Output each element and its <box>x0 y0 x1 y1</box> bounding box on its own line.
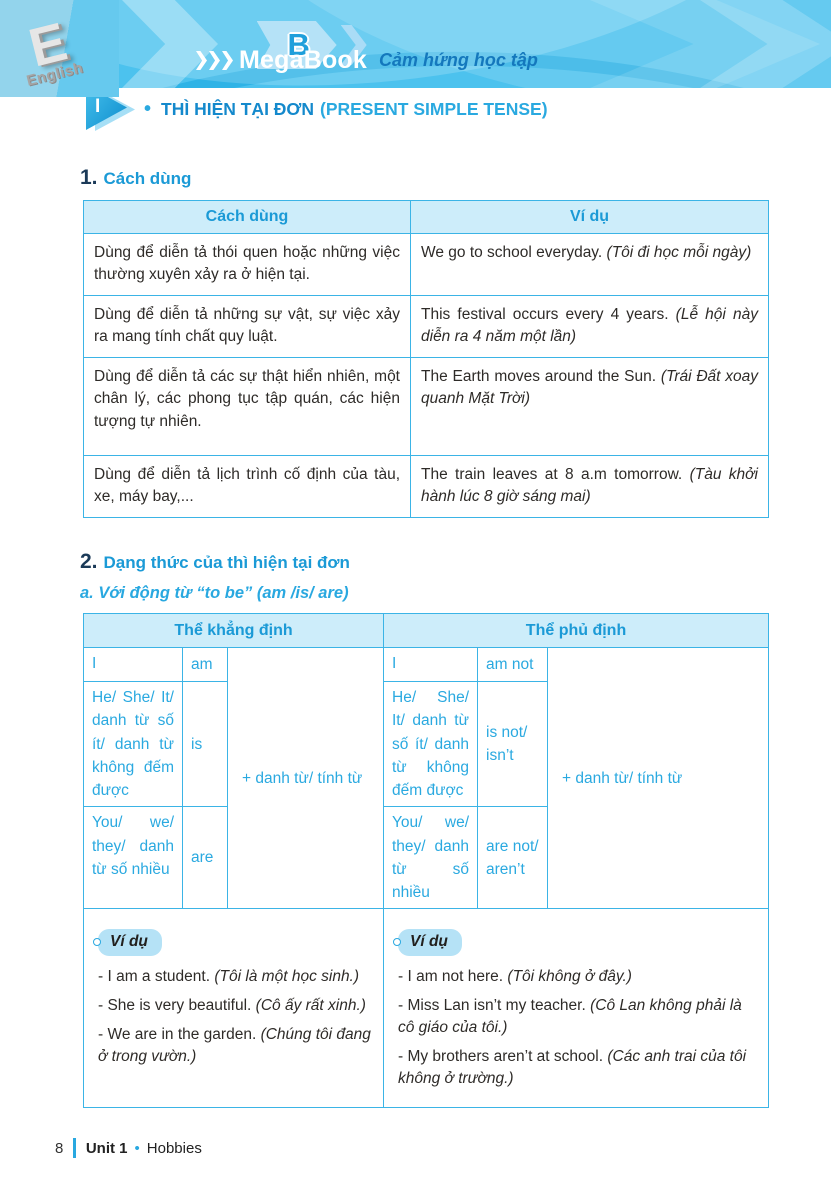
subject-cell: I <box>83 647 183 682</box>
usage-cell: Dùng để diễn tả lịch trình cố định của t… <box>83 455 411 518</box>
footer-topic: Hobbies <box>146 1139 202 1157</box>
usage-cell: Dùng để diễn tả thói quen hoặc những việ… <box>83 233 411 296</box>
example-translation: (Cô ấy rất xinh.) <box>255 996 366 1014</box>
table-row: Dùng để diễn tả lịch trình cố định của t… <box>83 455 769 518</box>
table-header-row: Cách dùng Ví dụ <box>83 200 769 234</box>
verb-cell: are <box>182 806 228 910</box>
example-badge: Ví dụ <box>98 929 162 956</box>
example-badge-label: Ví dụ <box>98 929 162 956</box>
table-row: Dùng để diễn tả thói quen hoặc những việ… <box>83 233 769 296</box>
megabook-logo: MegaBook Cảm hứng học tập <box>196 46 538 75</box>
verb-cell: am not <box>477 647 548 682</box>
section2-title: Dạng thức của thì hiện tại đơn <box>103 553 350 572</box>
english-series-logo: E English <box>0 0 119 97</box>
examples-row: Ví dụ - I am a student. (Tôi là một học … <box>83 908 770 1108</box>
example-line: - Miss Lan isn’t my teacher. (Cô Lan khô… <box>398 995 756 1039</box>
example-badge-label: Ví dụ <box>398 929 462 956</box>
triple-chevron-icon <box>222 51 233 70</box>
example-translation: (Tôi không ở đây.) <box>507 967 632 985</box>
complement-cell: + danh từ/ tính từ <box>546 646 770 910</box>
example-translation: (Các anh trai của tôi không ở trường.) <box>398 1047 747 1087</box>
subject-cell: You/ we/ they/ danh từ số nhiều <box>383 806 478 910</box>
verb-cell: am <box>182 647 228 682</box>
lesson-heading: I • THÌ HIỆN TẠI ĐƠN (PRESENT SIMPLE TEN… <box>86 84 831 134</box>
example-english: - I am a student. <box>98 967 210 985</box>
usage-table: Cách dùng Ví dụ Dùng để diễn tả thói que… <box>83 200 769 518</box>
example-english: This festival occurs every 4 years. <box>421 306 669 323</box>
example-line: - She is very beautiful. (Cô ấy rất xinh… <box>98 995 371 1017</box>
example-english: - My brothers aren’t at school. <box>398 1047 604 1065</box>
example-english: - She is very beautiful. <box>98 996 252 1014</box>
verb-cell: is <box>182 680 228 808</box>
brand-tagline: Cảm hứng học tập <box>379 50 538 70</box>
example-cell: We go to school everyday. (Tôi đi học mỗ… <box>410 233 769 296</box>
section2-subheading: a. Với động từ “to be” (am /is/ are) <box>80 584 349 602</box>
lesson-subtitle: (PRESENT SIMPLE TENSE) <box>320 98 548 119</box>
table-row: He/ She/ It/ danh từ số ít/ danh từ khôn… <box>83 680 769 808</box>
subject-cell: He/ She/ It/ danh từ số ít/ danh từ khôn… <box>83 680 183 808</box>
brand-name: MegaBook <box>239 46 368 74</box>
verb-cell: is not/ isn’t <box>477 680 548 808</box>
page-footer: 8 Unit 1 • Hobbies <box>55 1138 202 1158</box>
lesson-title: THÌ HIỆN TẠI ĐƠN <box>161 98 314 119</box>
example-line: - I am a student. (Tôi là một học sinh.) <box>98 966 371 988</box>
example-english: We go to school everyday. <box>421 244 603 261</box>
example-line: - We are in the garden. (Chúng tôi đang … <box>98 1024 371 1068</box>
example-cell: The Earth moves around the Sun. (Trái Đấ… <box>410 357 769 456</box>
complement-cell: + danh từ/ tính từ <box>227 646 384 910</box>
usage-cell: Dùng để diễn tả các sự thật hiển nhiên, … <box>83 357 411 456</box>
example-line: - My brothers aren’t at school. (Các anh… <box>398 1046 756 1090</box>
example-english: - Miss Lan isn’t my teacher. <box>398 996 586 1014</box>
example-translation: (Tôi là một học sinh.) <box>214 967 360 985</box>
bullet-icon: • <box>134 1139 140 1157</box>
example-translation: (Chúng tôi đang ở trong vườn.) <box>98 1025 371 1065</box>
subject-cell: He/ She/ It/ danh từ số ít/ danh từ khôn… <box>383 680 478 808</box>
example-badge: Ví dụ <box>398 929 462 956</box>
page-number: 8 <box>55 1139 64 1157</box>
section2-number: 2. <box>80 550 98 573</box>
subject-cell: I <box>383 647 478 682</box>
section2-heading: 2. Dạng thức của thì hiện tại đơn <box>80 550 831 574</box>
example-english: The Earth moves around the Sun. <box>421 368 657 385</box>
triple-chevron-icon <box>196 51 207 70</box>
example-translation: (Lễ hội này diễn ra 4 năm một lần) <box>421 306 758 346</box>
vertical-bar-icon <box>73 1138 76 1158</box>
section1-title: Cách dùng <box>103 169 192 188</box>
verb-cell: are not/ aren’t <box>477 806 548 910</box>
affirmative-header: Thể khẳng định <box>83 613 384 648</box>
example-english: - We are in the garden. <box>98 1025 257 1043</box>
example-cell: This festival occurs every 4 years. (Lễ … <box>410 295 769 358</box>
example-translation: (Tôi đi học mỗi ngày) <box>606 244 752 261</box>
example-translation: (Cô Lan không phải là cô giáo của tôi.) <box>398 996 742 1036</box>
example-translation: (Tàu khởi hành lúc 8 giờ sáng mai) <box>421 466 758 506</box>
table-row: Dùng để diễn tả các sự thật hiển nhiên, … <box>83 357 769 456</box>
table-header-row: Thể khẳng định Thể phủ định <box>83 613 770 648</box>
page-header-banner: MegaBook Cảm hứng học tập <box>0 0 831 88</box>
negative-header: Thể phủ định <box>382 613 770 648</box>
triple-chevron-icon <box>209 51 220 70</box>
footer-unit: Unit 1 <box>85 1139 128 1157</box>
lesson-number: I <box>95 96 101 117</box>
subject-cell: You/ we/ they/ danh từ số nhiều <box>83 806 183 910</box>
example-cell: The train leaves at 8 a.m tomorrow. (Tàu… <box>410 455 769 518</box>
section1-heading: 1. Cách dùng <box>80 166 831 190</box>
example-line: - I am not here. (Tôi không ở đây.) <box>398 966 756 988</box>
example-english: The train leaves at 8 a.m tomorrow. <box>421 466 683 483</box>
column-header-usage: Cách dùng <box>83 200 411 234</box>
table-row: I am + danh từ/ tính từ I am not + danh … <box>83 646 770 910</box>
example-english: - I am not here. <box>398 967 504 985</box>
section1-number: 1. <box>80 166 98 189</box>
section-letter: B <box>287 27 310 62</box>
examples-affirmative-cell: Ví dụ - I am a student. (Tôi là một học … <box>83 908 384 1108</box>
table-row: Dùng để diễn tả những sự vật, sự việc xả… <box>83 295 769 358</box>
examples-negative-cell: Ví dụ - I am not here. (Tôi không ở đây.… <box>382 908 770 1108</box>
example-translation: (Trái Đất xoay quanh Mặt Trời) <box>421 368 759 408</box>
usage-cell: Dùng để diễn tả những sự vật, sự việc xả… <box>83 295 411 358</box>
column-header-example: Ví dụ <box>410 200 769 234</box>
to-be-forms-table: Thể khẳng định Thể phủ định I am + danh … <box>83 613 770 1108</box>
bullet-icon: • <box>144 97 152 120</box>
